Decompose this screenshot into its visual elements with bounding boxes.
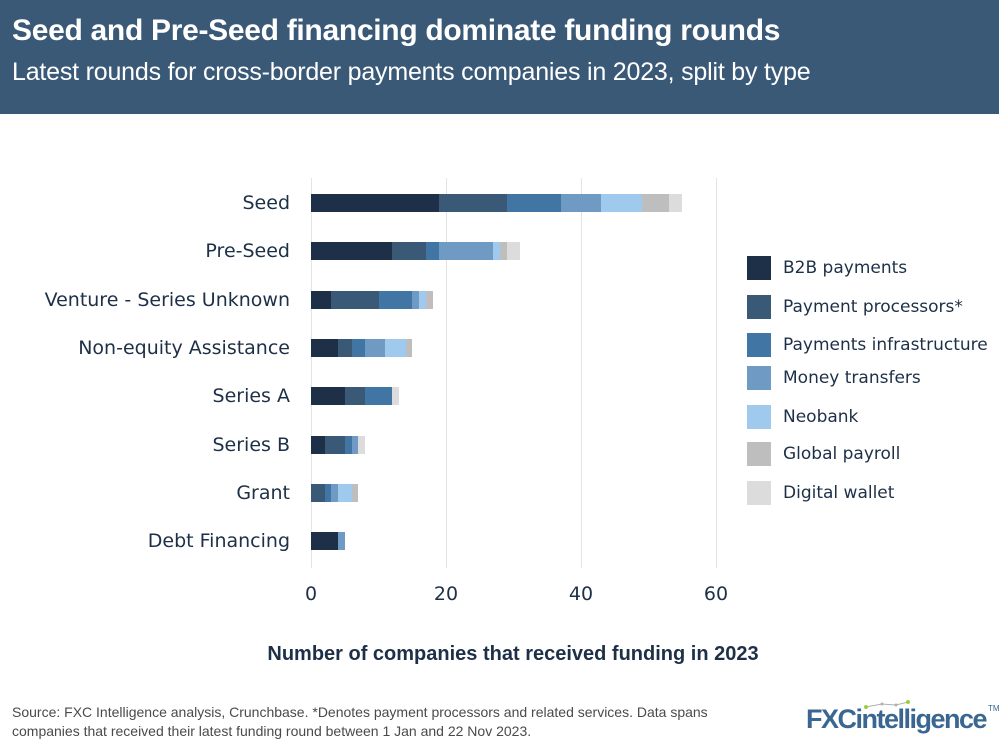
bar-segment <box>311 194 440 212</box>
stacked-bar <box>311 194 683 212</box>
legend-swatch-icon <box>747 295 771 319</box>
gridline <box>310 178 312 568</box>
legend-swatch-icon <box>747 442 771 466</box>
legend-label: Digital wallet <box>783 483 895 503</box>
bar-segment <box>392 242 426 261</box>
legend-swatch-icon <box>747 366 771 390</box>
gridline <box>580 178 582 568</box>
bar-segment <box>500 242 507 261</box>
legend-label: Neobank <box>783 407 859 427</box>
bar-segment <box>493 242 500 261</box>
bar-segment <box>425 242 440 261</box>
legend-swatch-icon <box>747 405 771 429</box>
bar-segment <box>324 483 332 502</box>
stacked-bar <box>311 435 365 454</box>
legend-label: Money transfers <box>783 368 921 388</box>
chart-title: Seed and Pre-Seed financing dominate fun… <box>12 14 781 47</box>
x-axis-label: Number of companies that received fundin… <box>267 643 759 665</box>
x-tick-label: 0 <box>304 583 318 605</box>
bar-segment <box>560 194 602 212</box>
logo-chart-icon <box>864 700 910 709</box>
bar-segment <box>385 338 406 357</box>
legend-item: Payments infrastructure <box>747 333 988 357</box>
legend-swatch-icon <box>747 256 771 280</box>
bar-segment <box>358 435 365 454</box>
bar-segment <box>405 338 413 357</box>
bar-segment <box>412 290 419 309</box>
bar-segment <box>351 483 359 502</box>
legend-label: Global payroll <box>783 444 901 464</box>
legend-label: Payment processors* <box>783 297 963 317</box>
bar-segment <box>311 435 325 454</box>
x-tick-label: 20 <box>433 583 459 605</box>
bar-segment <box>378 290 413 309</box>
bar-segment <box>601 194 642 212</box>
bar-segment <box>338 483 352 502</box>
bar-segment <box>311 338 338 357</box>
legend-item: Money transfers <box>747 366 921 390</box>
category-label: Series A <box>212 385 290 408</box>
gridline <box>715 178 717 568</box>
legend-item: Payment processors* <box>747 295 963 319</box>
stacked-bar <box>311 532 345 551</box>
bar-segment <box>392 387 399 406</box>
bar-segment <box>344 387 365 406</box>
bar-segment <box>338 338 352 357</box>
bar-segment <box>344 435 352 454</box>
bar-segment <box>425 290 433 309</box>
bar-segment <box>506 242 521 261</box>
stacked-bar <box>311 338 413 357</box>
chart-header: Seed and Pre-Seed financing dominate fun… <box>0 0 999 114</box>
category-label: Seed <box>242 192 291 214</box>
legend-item: Neobank <box>747 405 858 429</box>
x-tick-label: 60 <box>703 583 729 605</box>
bar-segment <box>324 435 345 454</box>
category-label: Grant <box>236 481 290 504</box>
bar-segment <box>365 338 386 357</box>
legend-swatch-icon <box>747 333 771 357</box>
category-label: Debt Financing <box>147 530 290 553</box>
category-label: Venture - Series Unknown <box>44 288 290 311</box>
bar-segment <box>311 532 338 551</box>
bar-segment <box>311 290 332 309</box>
source-note: Source: FXC Intelligence analysis, Crunc… <box>12 703 772 741</box>
bar-segment <box>311 387 345 406</box>
category-label: Pre-Seed <box>205 240 290 263</box>
legend-item: B2B payments <box>747 256 907 280</box>
bar-segment <box>351 338 365 357</box>
source-line-2: companies that received their latest fun… <box>12 723 532 739</box>
bar-segment <box>338 532 345 551</box>
bar-segment <box>506 194 561 212</box>
x-tick-label: 40 <box>568 583 594 605</box>
legend-label: B2B payments <box>783 258 908 278</box>
legend-item: Digital wallet <box>747 481 894 505</box>
bar-segment <box>641 194 669 212</box>
bar-segment <box>351 435 359 454</box>
source-line-1: Source: FXC Intelligence analysis, Crunc… <box>12 704 708 720</box>
stacked-bar <box>311 290 433 309</box>
category-label: Series B <box>212 433 290 456</box>
stacked-bar <box>311 387 399 406</box>
bar-segment <box>439 242 494 261</box>
logo-tm: TM <box>988 704 999 713</box>
bar-segment <box>365 387 392 406</box>
legend-item: Global payroll <box>747 442 900 466</box>
legend-label: Payments infrastructure <box>783 335 988 355</box>
bar-segment <box>331 290 379 309</box>
bar-segment <box>311 242 392 261</box>
bar-segment <box>311 483 325 502</box>
legend-swatch-icon <box>747 481 771 505</box>
bar-segment <box>331 483 338 502</box>
stacked-bar <box>311 242 521 261</box>
stacked-bar <box>311 483 359 502</box>
chart-subtitle: Latest rounds for cross-border payments … <box>12 58 811 86</box>
bar-segment <box>668 194 683 212</box>
gridline <box>445 178 447 568</box>
fxc-intelligence-logo: FXCintelligence TM <box>806 704 999 735</box>
bar-segment <box>439 194 507 212</box>
category-label: Non-equity Assistance <box>78 336 290 359</box>
logo-text: FXCintelligence <box>806 704 988 734</box>
bar-segment <box>419 290 426 309</box>
